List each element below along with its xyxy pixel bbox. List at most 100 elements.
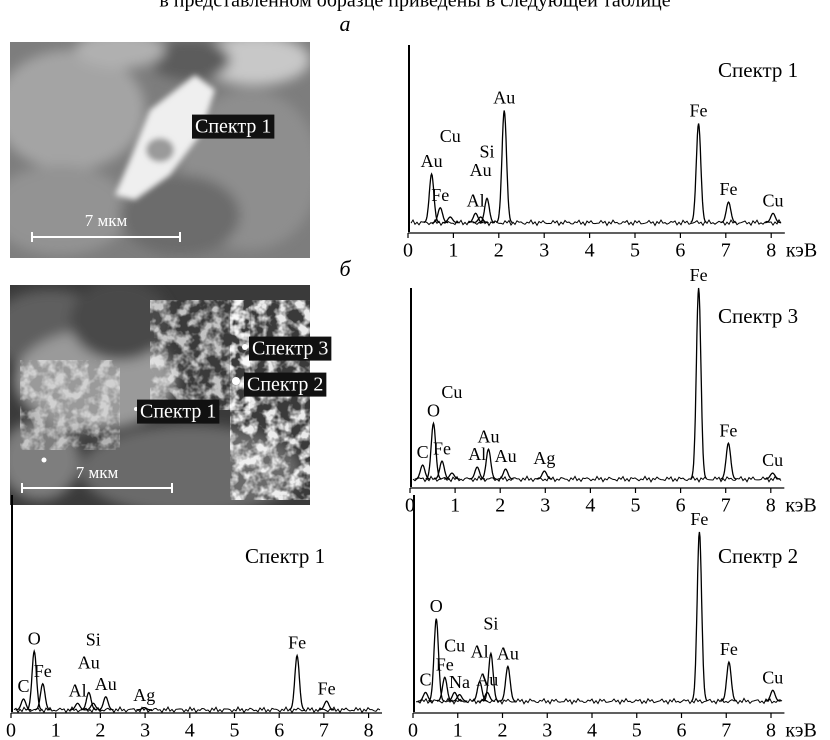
peak (496, 110, 513, 223)
peak-label: Fe (34, 661, 52, 681)
peak (289, 653, 306, 711)
peak (764, 472, 781, 480)
x-tick-label: 3 (539, 240, 549, 262)
x-tick-label: 5 (631, 495, 641, 517)
peak-label: Ag (533, 448, 555, 468)
label-box (249, 336, 332, 361)
peak-label: Fe (690, 101, 708, 121)
x-tick-label: 5 (632, 720, 642, 740)
peak-label: Cu (762, 667, 783, 687)
x-tick-label: 3 (540, 495, 550, 517)
peak (690, 123, 707, 223)
peak-label: C (18, 676, 30, 696)
x-tick-label: 7 (319, 720, 329, 740)
spectrum-title: Спектр 1 (718, 58, 798, 82)
x-tick-label: 6 (274, 720, 284, 740)
x-tick-label: 1 (51, 720, 61, 740)
peak (97, 695, 114, 711)
spectrum-label: Спектр 1 (195, 116, 271, 138)
peak-label: Au (95, 674, 117, 694)
x-tick-label: 2 (498, 720, 508, 740)
peak-label: Fe (436, 654, 454, 674)
peak-label: O (28, 628, 41, 648)
peak (444, 472, 460, 480)
x-tick-label: 6 (676, 495, 686, 517)
x-tick-label: 8 (766, 720, 776, 740)
sem-image (10, 285, 310, 505)
peak (136, 707, 152, 711)
peak-label: Na (449, 672, 470, 692)
x-tick-label: 2 (495, 495, 505, 517)
peak-label: Cu (440, 126, 461, 146)
label-box (192, 114, 275, 139)
peak (446, 691, 463, 702)
x-tick-label: 0 (6, 720, 16, 740)
peak (691, 531, 708, 702)
peak-label: Fe (720, 179, 738, 199)
x-tick-label: 4 (587, 720, 597, 740)
peak (15, 698, 32, 711)
peak (480, 447, 497, 480)
axis-unit: кэВ (785, 720, 816, 740)
peak-label: Al (468, 444, 486, 464)
x-tick-label: 1 (453, 720, 463, 740)
peak-label: Ag (133, 685, 155, 705)
x-tick-label: 0 (403, 240, 413, 262)
peak-label: Fe (318, 678, 336, 698)
scale-bar-label: 7 мкм (85, 211, 128, 230)
x-tick-label: 5 (630, 240, 640, 262)
panel-label: б (339, 256, 351, 281)
peak-label: Au (421, 151, 443, 171)
peak-label: Au (477, 426, 499, 446)
peak (536, 470, 553, 480)
peak-label: Fe (690, 265, 708, 285)
label-box (244, 372, 327, 397)
x-tick-label: 4 (585, 240, 595, 262)
peak-label: Si (86, 629, 101, 649)
x-tick-label: 3 (542, 720, 552, 740)
x-tick-label: 7 (721, 495, 731, 517)
spectrum-label: Спектр 1 (140, 401, 216, 423)
scale-bar-label: 7 мкм (76, 463, 119, 482)
x-tick-label: 8 (766, 495, 776, 517)
x-tick-label: 8 (364, 720, 374, 740)
label-box (137, 399, 220, 424)
spectrum-title: Спектр 3 (718, 304, 798, 328)
peak-label: Cu (441, 382, 462, 402)
peak (80, 691, 97, 711)
x-tick-label: 8 (766, 240, 776, 262)
peak (414, 464, 431, 480)
x-tick-label: 2 (95, 720, 105, 740)
background-trace (415, 697, 783, 705)
x-tick-label: 2 (494, 240, 504, 262)
x-tick-label: 7 (721, 240, 731, 262)
peak (499, 664, 516, 702)
peak-label: Cu (763, 190, 784, 210)
x-tick-label: 4 (185, 720, 195, 740)
x-tick-label: 1 (448, 240, 458, 262)
peak (720, 201, 737, 224)
peak (690, 287, 707, 480)
peak (765, 689, 781, 702)
peak-label: Au (495, 446, 517, 466)
x-tick-label: 6 (675, 240, 685, 262)
panel-label: а (340, 11, 351, 36)
peak-label: Au (470, 160, 492, 180)
peak (442, 216, 459, 224)
peak (720, 660, 737, 702)
x-tick-label: 7 (721, 720, 731, 740)
peak (26, 648, 43, 711)
peak-label: Cu (762, 450, 783, 470)
x-tick-label: 6 (677, 720, 687, 740)
peak-label: Fe (433, 438, 451, 458)
x-tick-label: 0 (408, 720, 418, 740)
peak (472, 216, 489, 224)
sem-image (10, 42, 310, 258)
peak-label: Fe (431, 185, 449, 205)
peak-label: Fe (288, 633, 306, 653)
peak-label: Au (497, 644, 519, 664)
background-trace (410, 218, 782, 227)
x-tick-label: 5 (230, 720, 240, 740)
